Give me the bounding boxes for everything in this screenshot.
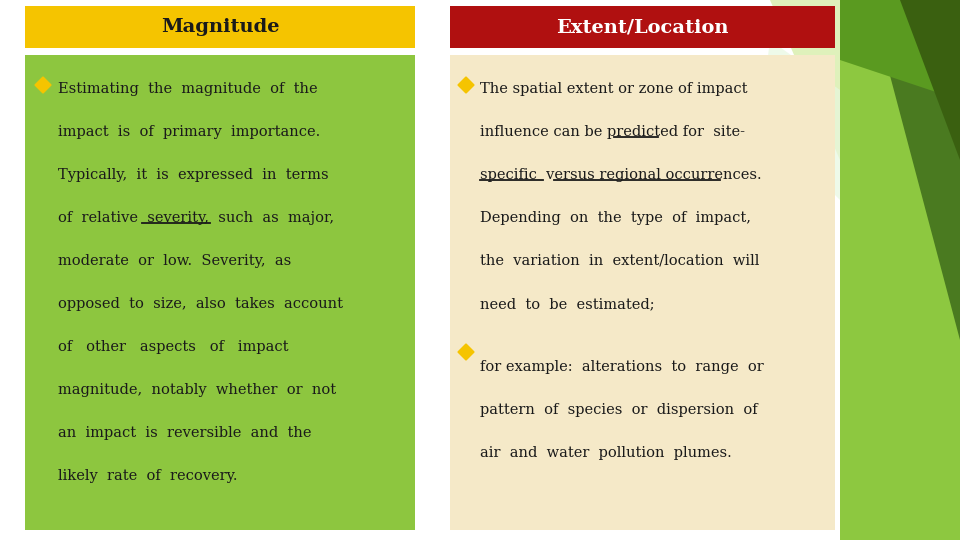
Text: impact  is  of  primary  importance.: impact is of primary importance. [58,125,321,139]
Polygon shape [840,0,960,100]
Text: air  and  water  pollution  plumes.: air and water pollution plumes. [480,446,732,460]
Text: need  to  be  estimated;: need to be estimated; [480,297,655,311]
Text: of  relative  severity,  such  as  major,: of relative severity, such as major, [58,211,334,225]
FancyBboxPatch shape [25,6,415,48]
Text: opposed  to  size,  also  takes  account: opposed to size, also takes account [58,297,343,311]
FancyBboxPatch shape [450,6,835,48]
Text: likely  rate  of  recovery.: likely rate of recovery. [58,469,237,483]
Polygon shape [770,0,840,160]
Text: specific  versus regional occurrences.: specific versus regional occurrences. [480,168,761,182]
Text: Depending  on  the  type  of  impact,: Depending on the type of impact, [480,211,751,225]
Text: Typically,  it  is  expressed  in  terms: Typically, it is expressed in terms [58,168,328,182]
Polygon shape [840,0,960,540]
Text: Estimating  the  magnitude  of  the: Estimating the magnitude of the [58,82,318,96]
Text: moderate  or  low.  Severity,  as: moderate or low. Severity, as [58,254,291,268]
Polygon shape [840,0,960,260]
Polygon shape [840,0,960,340]
Polygon shape [840,0,960,540]
Polygon shape [900,0,960,160]
Polygon shape [760,40,840,200]
Text: Magnitude: Magnitude [160,18,279,36]
Text: pattern  of  species  or  dispersion  of: pattern of species or dispersion of [480,403,757,417]
Polygon shape [458,77,474,93]
FancyBboxPatch shape [25,55,415,530]
Polygon shape [35,77,51,93]
Text: an  impact  is  reversible  and  the: an impact is reversible and the [58,426,311,440]
Text: the  variation  in  extent/location  will: the variation in extent/location will [480,254,759,268]
Text: of   other   aspects   of   impact: of other aspects of impact [58,340,289,354]
Text: magnitude,  notably  whether  or  not: magnitude, notably whether or not [58,383,336,397]
Text: influence can be predicted for  site-: influence can be predicted for site- [480,125,745,139]
Text: The spatial extent or zone of impact: The spatial extent or zone of impact [480,82,748,96]
Polygon shape [458,344,474,360]
Text: Extent/Location: Extent/Location [556,18,729,36]
FancyBboxPatch shape [450,55,835,530]
Text: for example:  alterations  to  range  or: for example: alterations to range or [480,360,764,374]
